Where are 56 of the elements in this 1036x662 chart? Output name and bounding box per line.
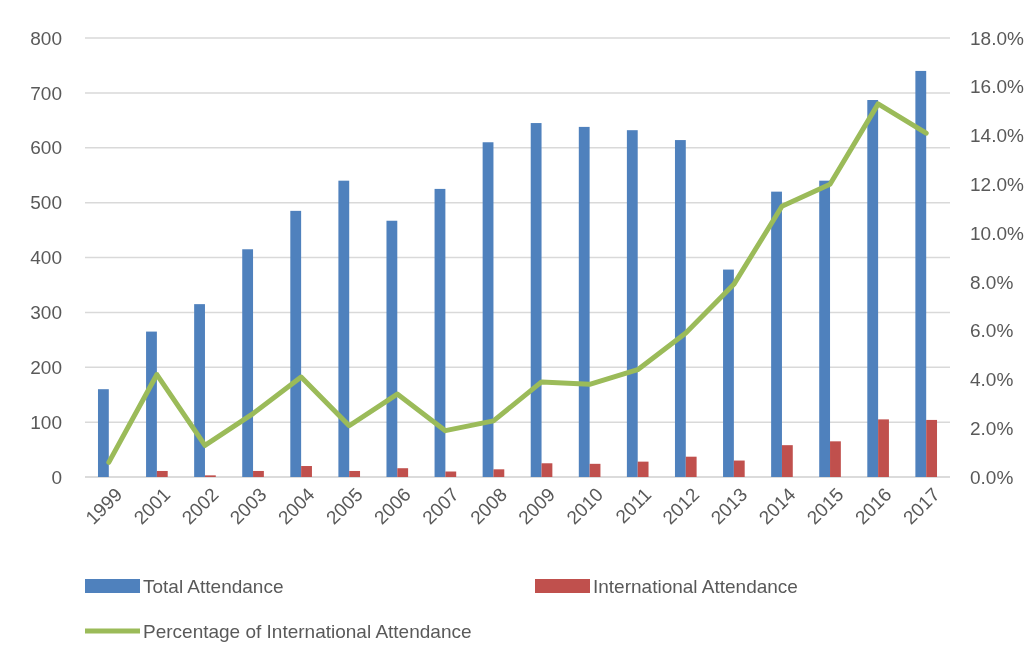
- y2-tick-label: 8.0%: [970, 271, 1014, 293]
- y-tick-label: 300: [30, 302, 62, 324]
- y2-tick-label: 18.0%: [970, 27, 1024, 49]
- bar: [338, 180, 350, 477]
- bar: [685, 456, 697, 477]
- bar: [578, 126, 590, 477]
- y-tick-label: 700: [30, 82, 62, 104]
- y2-tick-label: 14.0%: [970, 125, 1024, 147]
- bar: [878, 419, 889, 477]
- y-tick-label: 500: [30, 192, 62, 214]
- bar: [146, 331, 157, 477]
- y2-tick-label: 12.0%: [970, 173, 1024, 195]
- y-tick-label: 100: [30, 411, 62, 433]
- bar: [445, 471, 457, 477]
- bar: [434, 188, 446, 477]
- y-tick-label: 600: [30, 137, 62, 159]
- bar: [530, 123, 542, 477]
- legend-label: International Attendance: [593, 575, 798, 597]
- bar: [626, 130, 638, 477]
- y2-tick-label: 16.0%: [970, 76, 1024, 98]
- bar: [830, 441, 841, 477]
- bar: [156, 470, 168, 477]
- bar: [637, 461, 649, 477]
- bar: [733, 460, 745, 477]
- bar: [589, 463, 601, 477]
- bar: [97, 389, 109, 477]
- bar: [723, 269, 734, 477]
- y2-tick-label: 4.0%: [970, 369, 1014, 391]
- bar: [915, 70, 927, 477]
- legend-label: Total Attendance: [143, 575, 284, 597]
- bar: [242, 249, 254, 477]
- y-tick-label: 0: [51, 466, 62, 488]
- bar: [926, 419, 938, 477]
- y-tick-label: 200: [30, 356, 62, 378]
- bar: [674, 140, 686, 477]
- bar: [771, 191, 782, 477]
- y2-tick-label: 6.0%: [970, 320, 1014, 342]
- bar: [290, 210, 302, 477]
- y-tick-label: 800: [30, 27, 62, 49]
- bar: [349, 470, 361, 477]
- bar: [301, 466, 312, 477]
- bar: [482, 142, 494, 477]
- y-tick-label: 400: [30, 247, 62, 269]
- bar: [253, 470, 264, 477]
- bar: [819, 180, 831, 477]
- y2-tick-label: 2.0%: [970, 417, 1014, 439]
- bar: [493, 469, 505, 477]
- bar: [541, 463, 553, 477]
- y2-tick-label: 0.0%: [970, 466, 1014, 488]
- bar: [397, 468, 409, 477]
- bar: [386, 220, 398, 477]
- legend-label: Percentage of International Attendance: [143, 620, 472, 642]
- bar: [194, 304, 205, 477]
- bar: [781, 445, 793, 477]
- y2-tick-label: 10.0%: [970, 222, 1024, 244]
- bar: [867, 100, 879, 477]
